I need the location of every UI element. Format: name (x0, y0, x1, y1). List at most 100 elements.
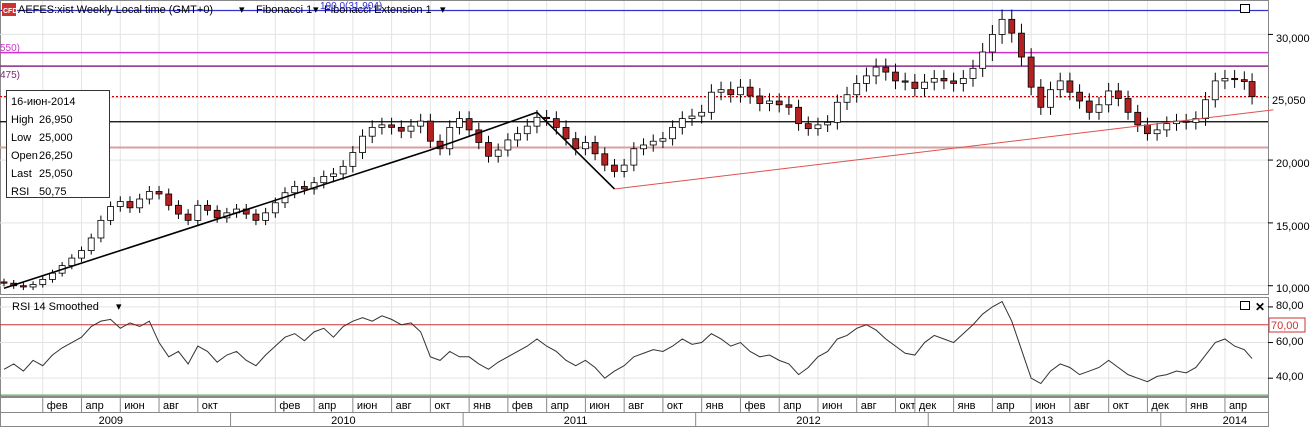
month-label: янв (1190, 400, 1208, 412)
info-label: Last (11, 168, 32, 180)
candle-body (1221, 77, 1229, 82)
info-value: 50,75 (39, 186, 67, 198)
candle-body (649, 140, 657, 146)
fibonacci-tool-1[interactable]: Fibonacci 1 (256, 4, 312, 16)
rsi-level-badge-text: 70,00 (1271, 320, 1299, 332)
candle-body (882, 66, 890, 73)
candle-body (543, 116, 551, 119)
candle-body (1008, 18, 1016, 34)
rsi-tick-label: 60,00 (1276, 336, 1304, 348)
instrument-title[interactable]: AEFES:xist Weekly Local time (GMT+0) (18, 4, 213, 16)
candle-body (1231, 77, 1239, 81)
candle-body (669, 126, 677, 140)
candle-body (746, 86, 754, 97)
month-label: июн (822, 400, 842, 412)
candle-body (426, 120, 434, 142)
month-label: янв (958, 400, 976, 412)
rsi-dropdown-icon[interactable]: ▾ (116, 301, 122, 313)
candle-body (165, 193, 173, 206)
candle-body (1056, 80, 1064, 91)
month-label: июн (589, 400, 609, 412)
rsi-title[interactable]: RSI 14 Smoothed (12, 301, 99, 313)
candle-body (804, 123, 812, 130)
rsi-level-badge (1268, 317, 1306, 333)
candle-body (688, 115, 696, 120)
candle-body (785, 104, 793, 108)
candle-body (349, 152, 357, 167)
candle-body (921, 81, 928, 89)
candle-body (126, 201, 134, 209)
candle-body (136, 198, 144, 209)
candle-body (1085, 100, 1093, 113)
month-label: апр (996, 400, 1014, 412)
red-trend-line (614, 109, 1274, 190)
month-label: апр (86, 400, 104, 412)
candle-body (863, 75, 870, 84)
candle-body (1211, 80, 1219, 101)
candle-body (97, 219, 105, 239)
price-tick-label: 10,000 (1276, 283, 1310, 295)
rsi-close-icon[interactable]: ✕ (1255, 300, 1265, 314)
month-label: окт (667, 400, 683, 412)
month-label: окт (1113, 400, 1129, 412)
candle-body (0, 281, 8, 284)
month-label: фев (744, 400, 765, 412)
candle-body (950, 80, 958, 84)
fibonacci-extension-tool[interactable]: Fibonacci Extension 1 (324, 4, 432, 16)
candle-body (1105, 90, 1113, 106)
fibonacci-extension-dropdown-icon[interactable]: ▾ (440, 4, 446, 16)
candle-body (39, 279, 47, 285)
price-panel-maximize-icon[interactable] (1240, 4, 1250, 13)
year-label: 2011 (564, 415, 588, 427)
candle-body (1066, 80, 1074, 93)
candle-body (397, 126, 405, 132)
candle-body (988, 34, 996, 53)
candle-body (611, 164, 618, 172)
candle-body (814, 124, 822, 130)
candle-body (824, 121, 832, 126)
candle-body (959, 77, 967, 84)
candle-body (388, 124, 396, 128)
candle-body (911, 81, 919, 89)
info-date: 16-июн-2014 (11, 96, 76, 108)
rsi-tick-label: 40,00 (1276, 371, 1304, 383)
month-label: дек (919, 400, 937, 412)
month-label: авг (1074, 400, 1090, 412)
candle-body (853, 83, 861, 96)
candle-body (766, 100, 773, 104)
price-tick-label: 15,000 (1276, 221, 1310, 233)
rsi-maximize-icon[interactable] (1240, 301, 1250, 310)
candle-body (213, 209, 221, 219)
rsi-panel-frame (0, 297, 1269, 397)
info-label: Low (11, 132, 32, 144)
month-label: фев (47, 400, 68, 412)
month-label: авг (163, 400, 179, 412)
candle-body (756, 95, 764, 104)
candle-body (485, 142, 492, 157)
year-label: 2010 (331, 415, 355, 427)
title-dropdown-icon[interactable]: ▾ (239, 4, 245, 16)
info-row-rsi: RSI 50,75 (11, 183, 109, 201)
month-label: авг (861, 400, 877, 412)
candle-body (659, 138, 667, 142)
month-label: фев (512, 400, 533, 412)
info-label: Open (11, 150, 38, 162)
month-label: апр (1229, 400, 1247, 412)
candle-body (291, 186, 299, 194)
month-label: дек (1151, 400, 1169, 412)
candle-body (1192, 118, 1200, 123)
candle-body (795, 106, 802, 125)
info-row-high: High 26,950 (11, 111, 109, 129)
info-row-open: Open 26,250 (11, 147, 109, 165)
month-label: июн (357, 400, 377, 412)
candle-body (892, 71, 899, 82)
candle-body (1240, 79, 1248, 82)
candle-body (901, 80, 909, 83)
candle-body (1114, 90, 1122, 99)
fibonacci-dropdown-icon[interactable]: ▾ (313, 4, 319, 16)
candle-body (727, 89, 735, 96)
candle-body (1202, 99, 1209, 120)
candle-body (833, 101, 841, 123)
